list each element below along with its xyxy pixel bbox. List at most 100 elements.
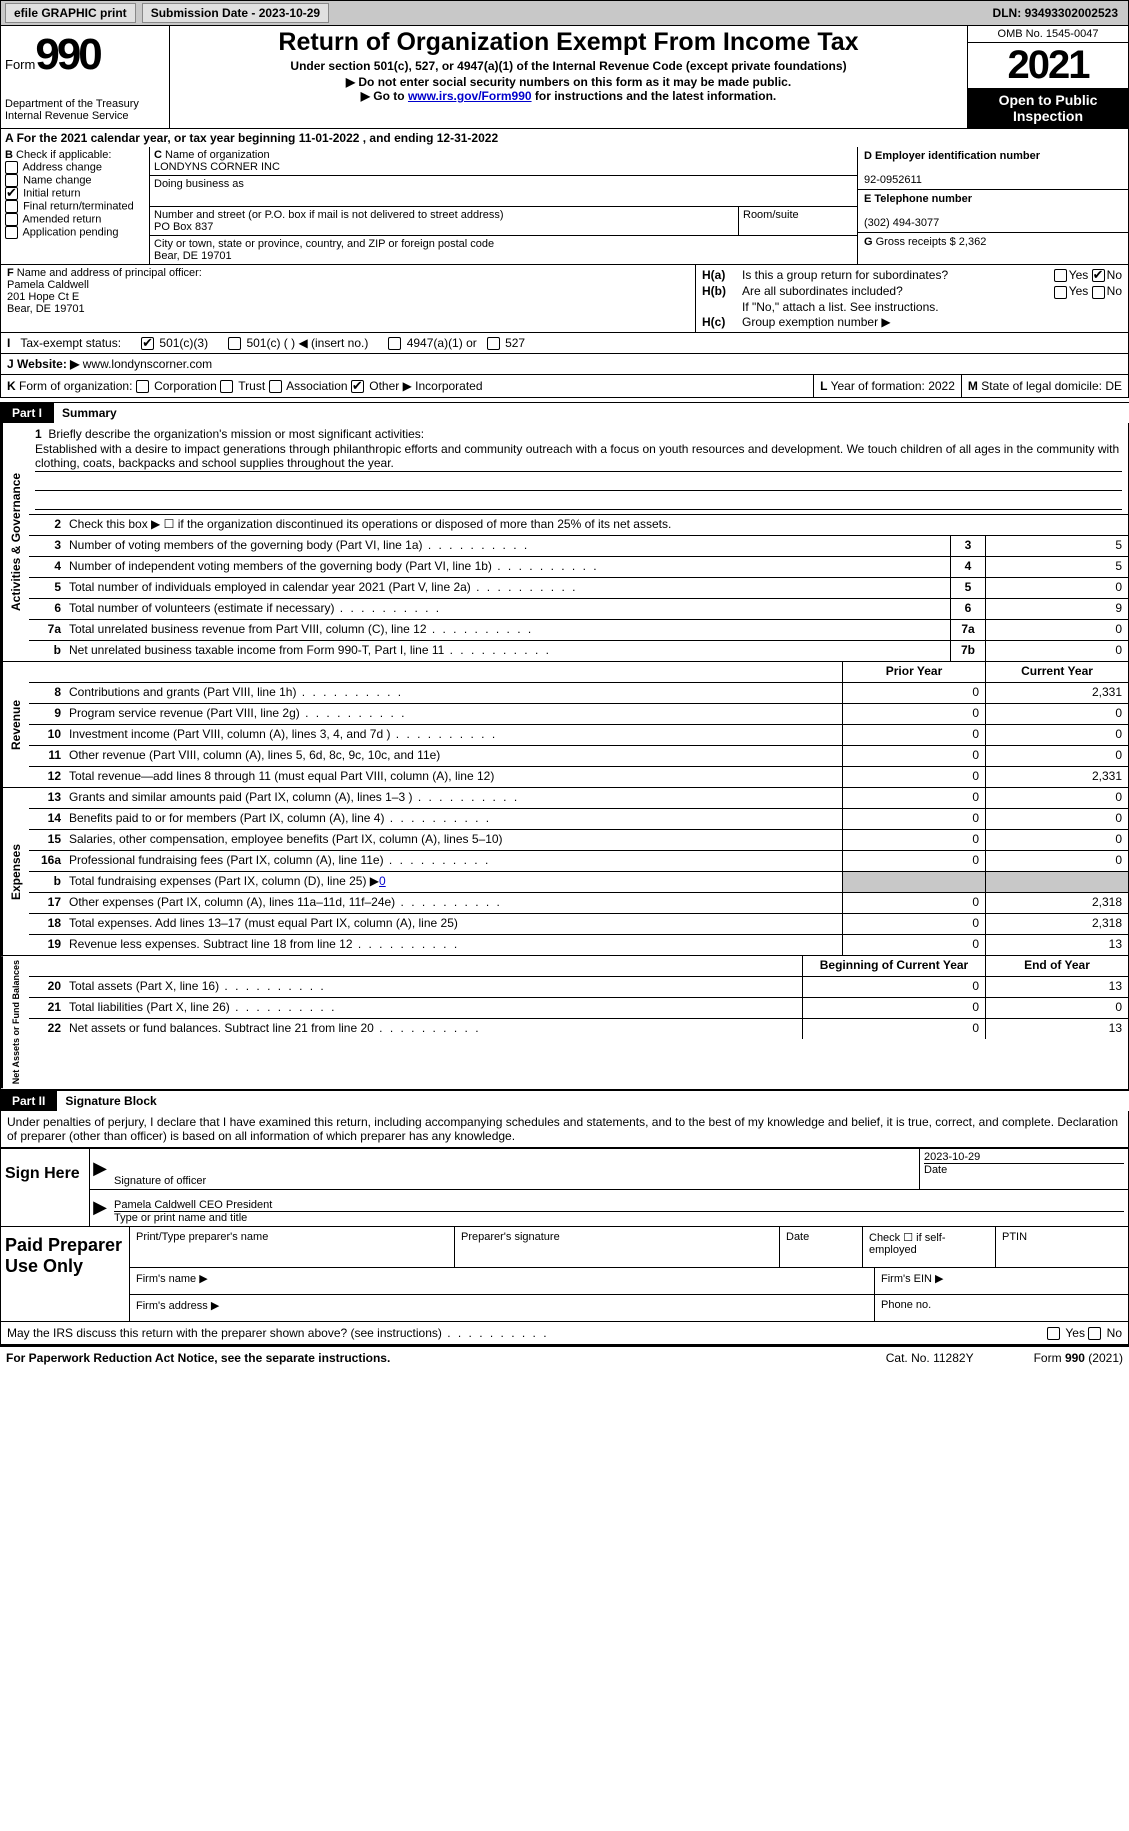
section-h: H(a) Is this a group return for subordin… <box>696 265 1128 332</box>
org-name-cell: C Name of organization LONDYNS CORNER IN… <box>150 147 857 176</box>
hb-yes[interactable] <box>1054 286 1067 299</box>
i-527[interactable] <box>487 337 500 350</box>
firm-ein: Firm's EIN ▶ <box>875 1268 1128 1294</box>
line14: Benefits paid to or for members (Part IX… <box>65 809 842 829</box>
ptin: PTIN <box>996 1227 1128 1267</box>
check-address[interactable] <box>5 161 18 174</box>
hdr-prior: Prior Year <box>842 662 985 682</box>
k-trust[interactable] <box>220 380 233 393</box>
check-amended[interactable] <box>5 213 18 226</box>
website: www.londynscorner.com <box>83 357 212 371</box>
org-info-block: B Check if applicable: Address change Na… <box>0 147 1129 265</box>
summary-revenue: Revenue Prior YearCurrent Year 8Contribu… <box>0 662 1129 788</box>
i-4947[interactable] <box>388 337 401 350</box>
footer: For Paperwork Reduction Act Notice, see … <box>0 1345 1129 1369</box>
discuss-no[interactable] <box>1088 1327 1101 1340</box>
line7a: Total unrelated business revenue from Pa… <box>65 620 950 640</box>
line15: Salaries, other compensation, employee b… <box>65 830 842 850</box>
check-application[interactable] <box>5 226 18 239</box>
sig-arrow-icon: ▶ <box>90 1149 110 1189</box>
city-cell: City or town, state or province, country… <box>150 236 857 264</box>
prep-sig: Preparer's signature <box>455 1227 780 1267</box>
k-assoc[interactable] <box>269 380 282 393</box>
i-501c[interactable] <box>228 337 241 350</box>
line5: Total number of individuals employed in … <box>65 578 950 598</box>
ein-cell: D Employer identification number 92-0952… <box>858 147 1128 190</box>
header-left: Form990 Department of the Treasury Inter… <box>1 26 170 128</box>
gross-cell: G Gross receipts $ 2,362 <box>858 233 1128 251</box>
hb-note: If "No," attach a list. See instructions… <box>702 300 1122 314</box>
sig-officer-label: Signature of officer <box>114 1175 915 1187</box>
part2-header-row: Part II Signature Block <box>0 1090 1129 1111</box>
form-header: Form990 Department of the Treasury Inter… <box>0 26 1129 129</box>
period-row: A For the 2021 calendar year, or tax yea… <box>0 129 1129 147</box>
line19: Revenue less expenses. Subtract line 18 … <box>65 935 842 955</box>
discuss-row: May the IRS discuss this return with the… <box>0 1322 1129 1345</box>
irs-link[interactable]: www.irs.gov/Form990 <box>408 89 532 103</box>
tax-year: 2021 <box>968 43 1128 88</box>
omb: OMB No. 1545-0047 <box>968 26 1128 43</box>
i-501c3[interactable] <box>141 337 154 350</box>
line22: Net assets or fund balances. Subtract li… <box>65 1019 802 1039</box>
dba-cell: Doing business as <box>150 176 857 207</box>
addr-cell: Number and street (or P.O. box if mail i… <box>150 207 738 236</box>
line13: Grants and similar amounts paid (Part IX… <box>65 788 842 808</box>
check-final[interactable] <box>5 200 18 213</box>
discuss-yes[interactable] <box>1047 1327 1060 1340</box>
sign-here-grid: Sign Here ▶ Signature of officer 2023-10… <box>0 1147 1129 1227</box>
section-j: J Website: ▶ www.londynscorner.com <box>0 354 1129 375</box>
pra-notice: For Paperwork Reduction Act Notice, see … <box>6 1351 390 1365</box>
k-other[interactable] <box>351 380 364 393</box>
form-subtitle: Under section 501(c), 527, or 4947(a)(1)… <box>174 59 963 73</box>
note-url: ▶ Go to www.irs.gov/Form990 for instruct… <box>174 89 963 103</box>
line10: Investment income (Part VIII, column (A)… <box>65 725 842 745</box>
line4: Number of independent voting members of … <box>65 557 950 577</box>
part1-label: Part I <box>0 403 54 423</box>
sign-here: Sign Here <box>1 1149 90 1226</box>
line17: Other expenses (Part IX, column (A), lin… <box>65 893 842 913</box>
part1-header-row: Part I Summary <box>0 402 1129 423</box>
line20: Total assets (Part X, line 16) <box>65 977 802 997</box>
summary-netassets: Net Assets or Fund Balances Beginning of… <box>0 956 1129 1089</box>
line21: Total liabilities (Part X, line 26) <box>65 998 802 1018</box>
col-d: D Employer identification number 92-0952… <box>858 147 1128 264</box>
summary-governance: Activities & Governance 1 Briefly descri… <box>0 423 1129 662</box>
line7b: Net unrelated business taxable income fr… <box>65 641 950 661</box>
ha-yes[interactable] <box>1054 269 1067 282</box>
prep-name: Print/Type preparer's name <box>130 1227 455 1267</box>
hb-no[interactable] <box>1092 286 1105 299</box>
fundraising-link[interactable]: 0 <box>379 874 386 888</box>
city: Bear, DE 19701 <box>154 250 232 262</box>
section-k: K Form of organization: Corporation Trus… <box>0 375 1129 398</box>
open-to-public: Open to Public Inspection <box>968 88 1128 128</box>
line2: Check this box ▶ ☐ if the organization d… <box>65 515 1128 535</box>
addr: PO Box 837 <box>154 221 213 233</box>
col-c: C Name of organization LONDYNS CORNER IN… <box>150 147 858 264</box>
side-governance: Activities & Governance <box>1 423 29 661</box>
sig-arrow-icon-2: ▶ <box>90 1190 110 1226</box>
line12: Total revenue—add lines 8 through 11 (mu… <box>65 767 842 787</box>
prep-date: Date <box>780 1227 863 1267</box>
header-right: OMB No. 1545-0047 2021 Open to Public In… <box>967 26 1128 128</box>
summary-expenses: Expenses 13Grants and similar amounts pa… <box>0 788 1129 956</box>
efile-button[interactable]: efile GRAPHIC print <box>5 3 136 23</box>
ein: 92-0952611 <box>864 174 922 186</box>
paid-preparer: Paid Preparer Use Only <box>1 1227 130 1321</box>
dln: DLN: 93493302002523 <box>993 6 1124 20</box>
firm-addr: Firm's address ▶ <box>130 1295 875 1321</box>
line9: Program service revenue (Part VIII, line… <box>65 704 842 724</box>
submission-button[interactable]: Submission Date - 2023-10-29 <box>142 3 329 23</box>
firm-phone: Phone no. <box>875 1295 1128 1321</box>
ha-no[interactable] <box>1092 269 1105 282</box>
mission-text: Established with a desire to impact gene… <box>35 441 1122 472</box>
part1-title: Summary <box>54 403 125 423</box>
section-f: F Name and address of principal officer:… <box>1 265 696 332</box>
check-initial[interactable] <box>5 187 18 200</box>
col-b: B Check if applicable: Address change Na… <box>1 147 150 264</box>
name-title-label: Type or print name and title <box>114 1212 1124 1224</box>
form-title: Return of Organization Exempt From Incom… <box>174 28 963 57</box>
k-corp[interactable] <box>136 380 149 393</box>
prep-check: Check ☐ if self-employed <box>863 1227 996 1267</box>
org-name: LONDYNS CORNER INC <box>154 161 280 173</box>
phone: (302) 494-3077 <box>864 217 939 229</box>
